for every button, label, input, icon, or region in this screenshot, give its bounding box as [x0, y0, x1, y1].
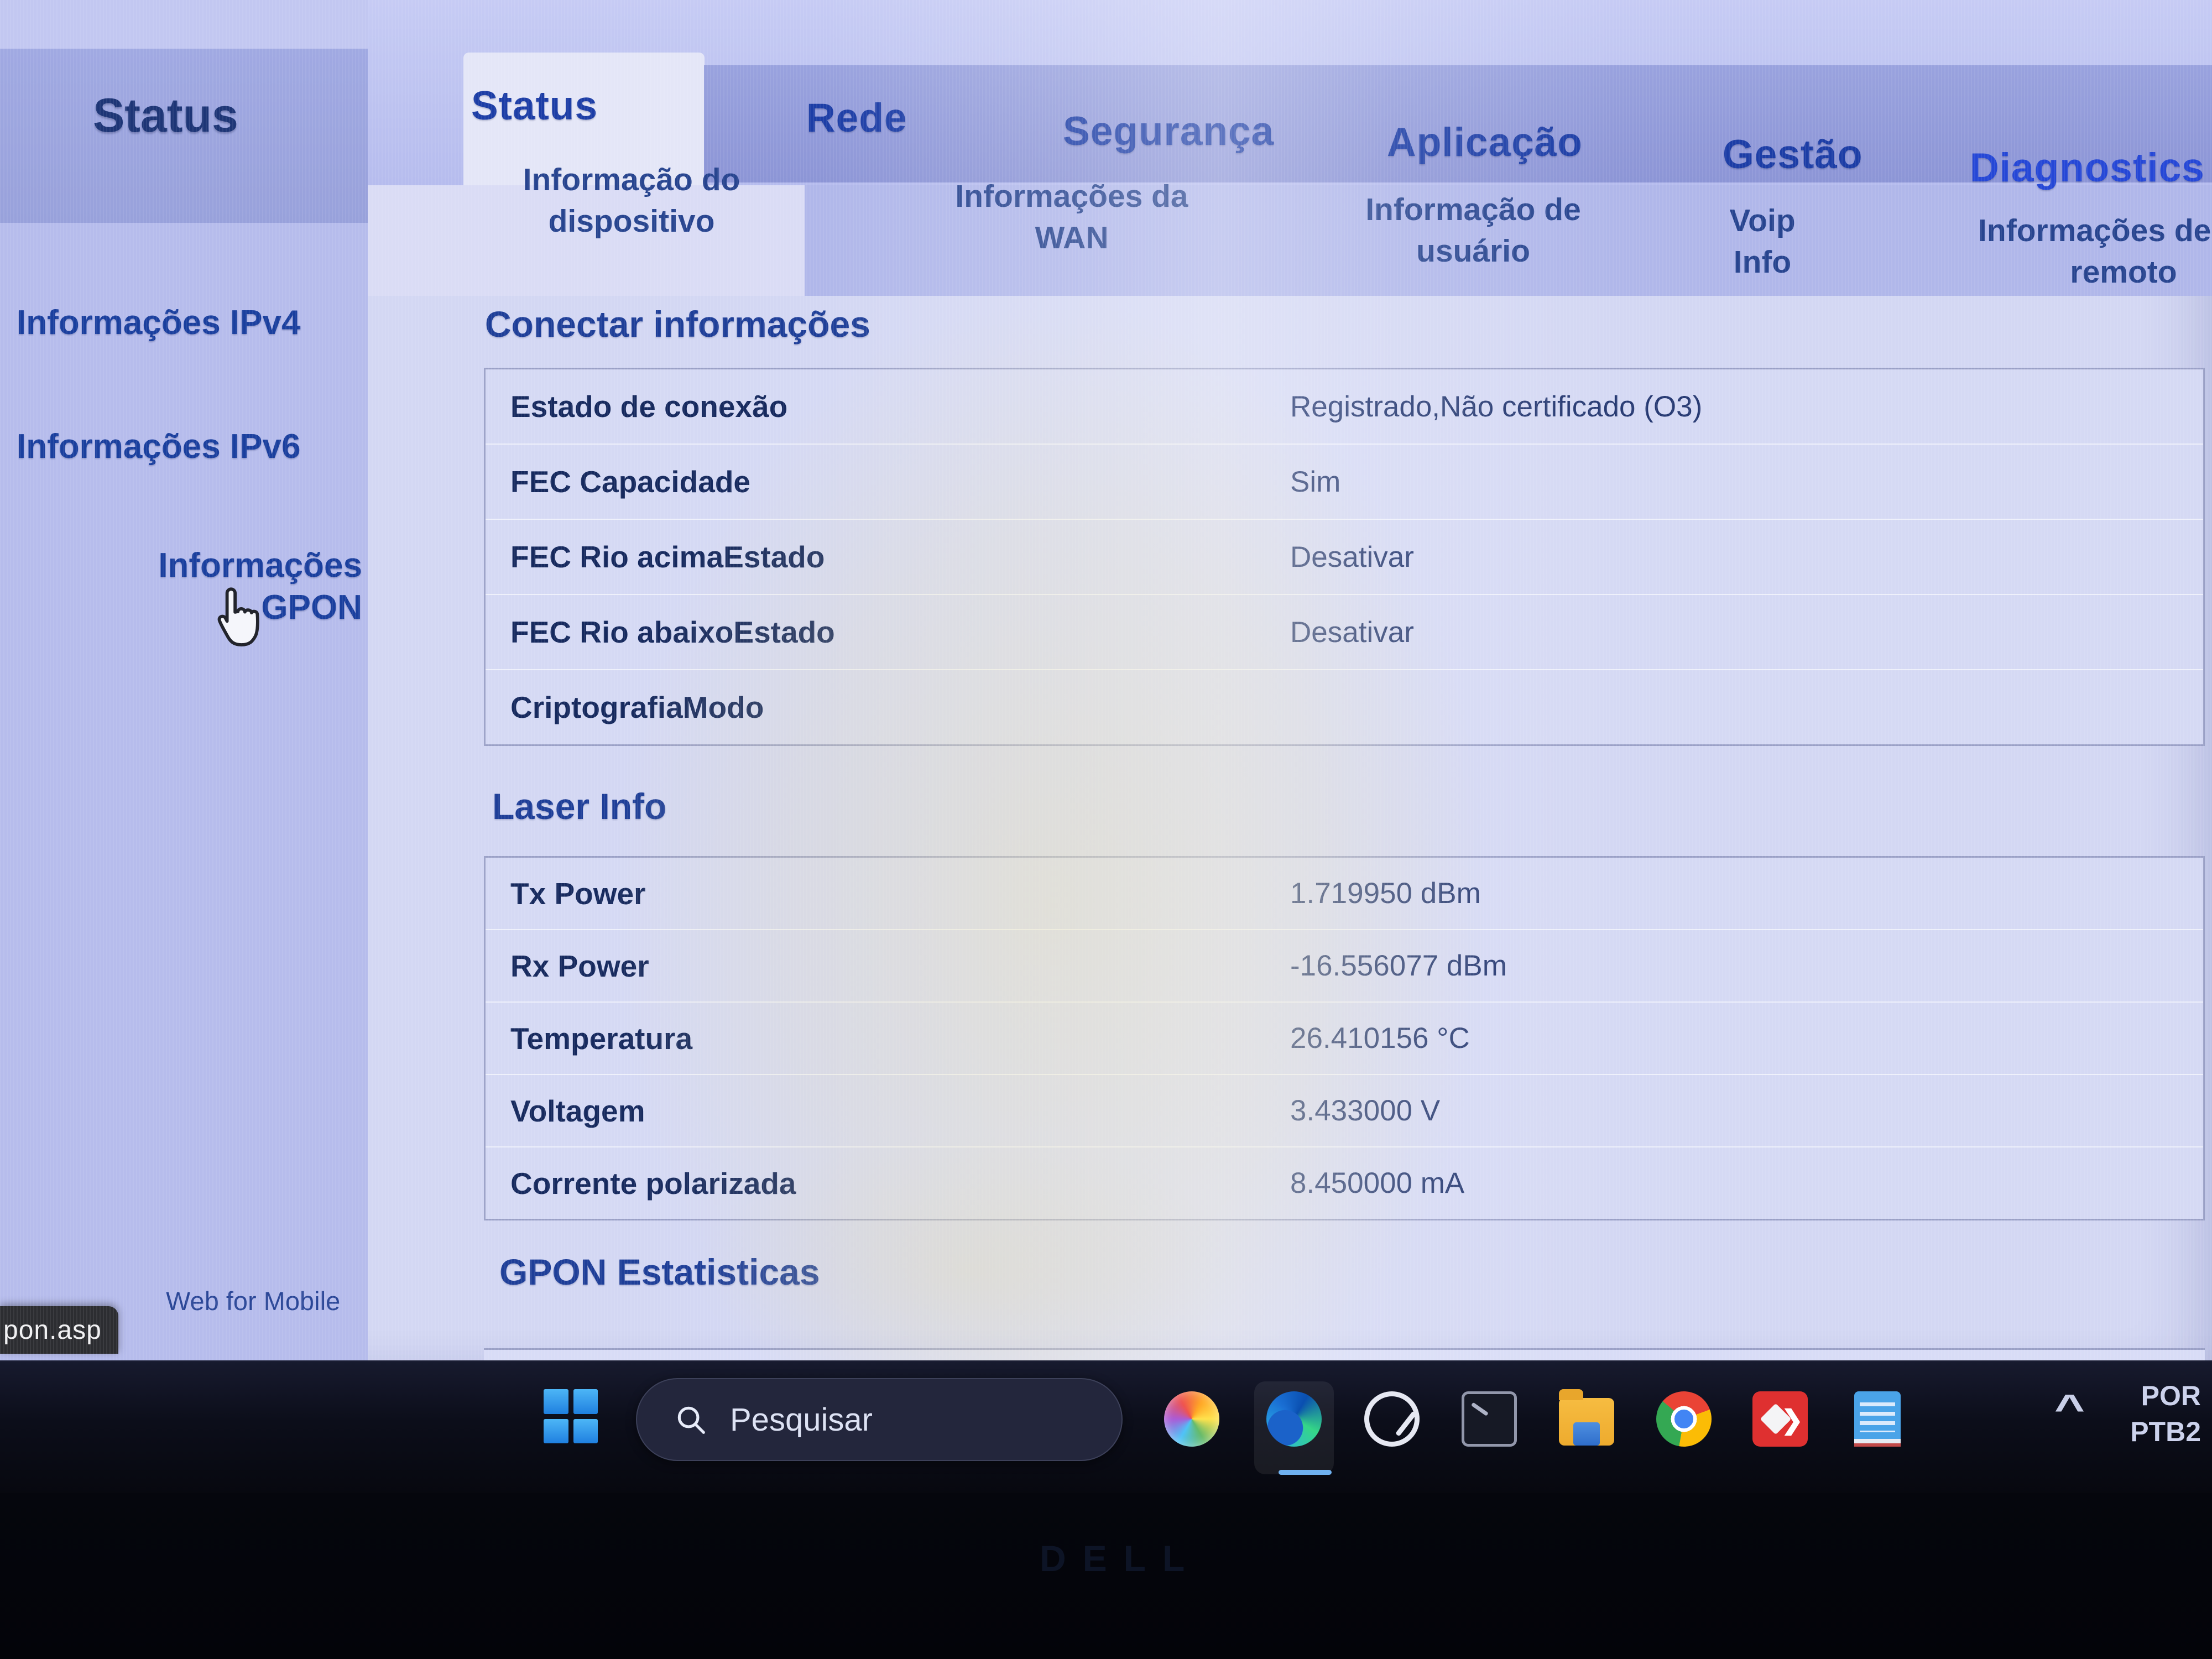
table-row: CriptografiaModo	[486, 669, 2203, 744]
sidebar-header	[0, 49, 368, 223]
subnav-informacoes-wan[interactable]: Informações da WAN	[955, 179, 1188, 256]
laptop-bezel: DELL	[0, 1493, 2212, 1659]
section-title-laser-info: Laser Info	[492, 786, 667, 827]
row-value: Sim	[1290, 465, 1341, 498]
subnav-informacao-dispositivo[interactable]: Informação do dispositivo	[523, 162, 740, 239]
start-pane	[573, 1418, 598, 1443]
start-pane	[544, 1418, 568, 1443]
language-line2: PTB2	[2130, 1416, 2201, 1447]
row-value: 26.410156 °C	[1290, 1022, 1470, 1055]
language-line1: POR	[2141, 1380, 2201, 1411]
tab-rede[interactable]: Rede	[806, 96, 907, 140]
start-pane	[544, 1389, 568, 1414]
row-value: 3.433000 V	[1290, 1094, 1441, 1127]
section-title-gpon-estatisticas: GPON Estatisticas	[499, 1251, 820, 1292]
conectar-informacoes-table: Estado de conexão Registrado,Não certifi…	[484, 368, 2205, 746]
file-explorer-icon[interactable]	[1559, 1389, 1614, 1446]
sub-nav-active-column	[368, 185, 805, 296]
active-tab-background	[463, 53, 705, 185]
row-value: Desativar	[1290, 615, 1414, 649]
row-label: FEC Capacidade	[510, 465, 751, 499]
subnav-voip-info[interactable]: Voip Info	[1729, 203, 1796, 280]
row-label: CriptografiaModo	[510, 690, 764, 724]
dell-logo: DELL	[1040, 1538, 1202, 1579]
windows-start-button[interactable]	[544, 1389, 598, 1443]
row-label: Tx Power	[510, 876, 646, 911]
top-nav-band	[704, 65, 2212, 182]
row-value: 1.719950 dBm	[1290, 877, 1481, 910]
row-label: FEC Rio abaixoEstado	[510, 615, 835, 649]
copilot-icon[interactable]	[1164, 1391, 1219, 1447]
table-row: Rx Power -16.556077 dBm	[486, 929, 2203, 1001]
table-row: FEC Rio acimaEstado Desativar	[486, 519, 2203, 594]
table-row: FEC Capacidade Sim	[486, 444, 2203, 519]
table-row: Estado de conexão Registrado,Não certifi…	[486, 369, 2203, 444]
search-label: Pesquisar	[730, 1401, 873, 1438]
table-row: Temperatura 26.410156 °C	[486, 1001, 2203, 1074]
row-label: Estado de conexão	[510, 389, 788, 424]
row-label: Voltagem	[510, 1093, 645, 1128]
browser-status-tooltip: pon.asp	[0, 1306, 118, 1354]
table-row: Tx Power 1.719950 dBm	[486, 858, 2203, 929]
row-value: -16.556077 dBm	[1290, 950, 1507, 982]
gauge-app-icon[interactable]	[1364, 1391, 1420, 1447]
sidebar	[0, 0, 368, 1360]
edge-icon[interactable]	[1266, 1391, 1322, 1447]
tab-gestao[interactable]: Gestão	[1723, 132, 1863, 177]
edge-running-indicator	[1279, 1470, 1332, 1475]
notepad-icon[interactable]	[1854, 1391, 1901, 1447]
tray-chevron-up-icon[interactable]: ^	[2054, 1386, 2085, 1430]
gpon-estatisticas-table-partial	[484, 1348, 2205, 1360]
sidebar-top-strip	[0, 0, 368, 49]
row-value: Desativar	[1290, 540, 1414, 573]
section-title-conectar-informacoes: Conectar informações	[485, 304, 870, 345]
start-pane	[573, 1389, 598, 1414]
sidebar-item-informacoes-ipv4[interactable]: Informações IPv4	[17, 304, 301, 342]
row-value: 8.450000 mA	[1290, 1167, 1465, 1199]
row-value: Registrado,Não certificado (O3)	[1290, 390, 1703, 423]
tab-status[interactable]: Status	[471, 84, 598, 128]
search-icon	[677, 1406, 705, 1434]
language-indicator[interactable]: POR PTB2	[2112, 1378, 2201, 1450]
tab-aplicacao[interactable]: Aplicação	[1387, 120, 1583, 165]
sidebar-item-informacoes-gpon[interactable]: Informações GPON	[158, 546, 362, 627]
chrome-icon[interactable]	[1656, 1391, 1712, 1447]
row-label: Corrente polarizada	[510, 1166, 796, 1201]
table-row: Corrente polarizada 8.450000 mA	[486, 1146, 2203, 1219]
subnav-informacoes-ger-remoto[interactable]: Informações de ger remoto	[1978, 213, 2212, 290]
sidebar-item-informacoes-ipv6[interactable]: Informações IPv6	[17, 427, 301, 466]
sidebar-title: Status	[93, 89, 238, 142]
tab-diagnostics[interactable]: Diagnostics	[1970, 145, 2205, 190]
red-app-icon[interactable]	[1752, 1391, 1808, 1447]
router-admin-page: Status Rede Segurança Aplicação Gestão D…	[0, 0, 2212, 1360]
row-label: Temperatura	[510, 1021, 693, 1056]
taskbar-search[interactable]: Pesquisar	[636, 1378, 1123, 1461]
terminal-icon[interactable]	[1462, 1391, 1517, 1447]
table-row: FEC Rio abaixoEstado Desativar	[486, 594, 2203, 669]
table-row: Voltagem 3.433000 V	[486, 1074, 2203, 1146]
laser-info-table: Tx Power 1.719950 dBm Rx Power -16.55607…	[484, 856, 2205, 1220]
web-for-mobile-link[interactable]: Web for Mobile	[166, 1286, 341, 1316]
row-label: FEC Rio acimaEstado	[510, 540, 825, 574]
subnav-informacao-usuario[interactable]: Informação de usuário	[1365, 192, 1581, 269]
tab-seguranca[interactable]: Segurança	[1063, 109, 1275, 154]
row-label: Rx Power	[510, 948, 649, 983]
